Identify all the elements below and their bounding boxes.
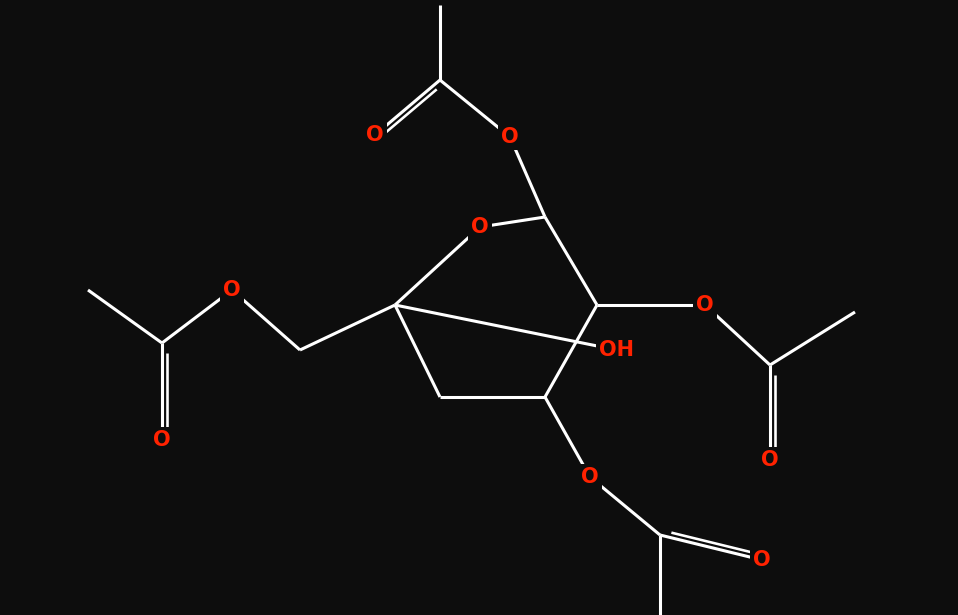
- Text: O: O: [762, 450, 779, 470]
- Text: OH: OH: [600, 340, 634, 360]
- Text: O: O: [501, 127, 519, 147]
- Text: O: O: [753, 550, 771, 570]
- Text: O: O: [223, 280, 240, 300]
- Text: O: O: [153, 430, 171, 450]
- Text: O: O: [471, 217, 489, 237]
- Text: O: O: [582, 467, 599, 487]
- Text: O: O: [696, 295, 714, 315]
- Text: O: O: [366, 125, 384, 145]
